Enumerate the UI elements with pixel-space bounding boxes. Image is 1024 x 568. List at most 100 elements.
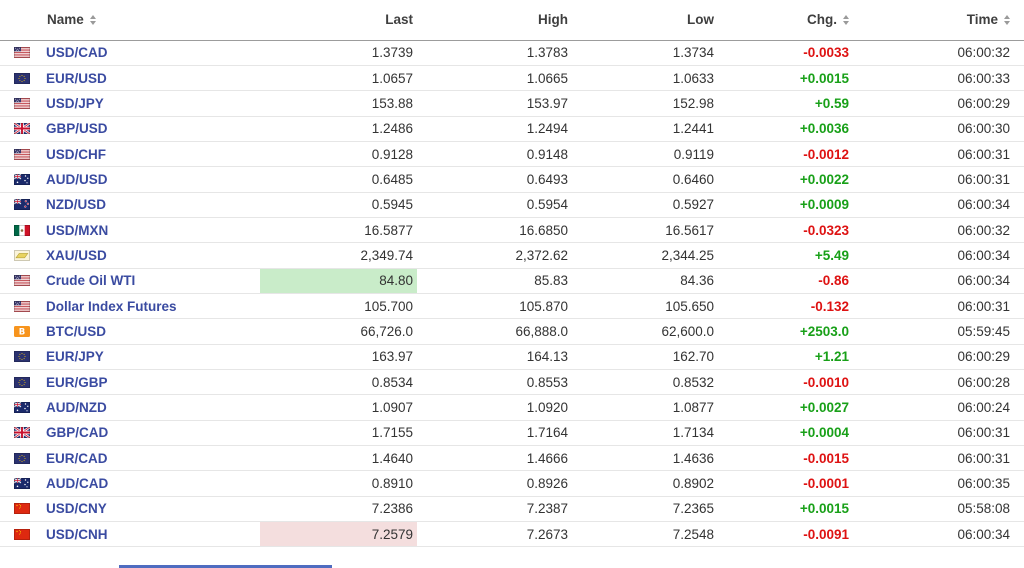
low-cell: 62,600.0 — [572, 318, 718, 345]
change-cell: -0.0033 — [718, 40, 853, 66]
column-header-last: Last — [260, 0, 417, 41]
pair-link[interactable]: USD/JPY — [46, 95, 104, 111]
quote-row: NZD/USD 0.5945 0.5954 0.5927 +0.0009 06:00:34 — [0, 192, 1024, 218]
high-cell: 105.870 — [417, 293, 572, 320]
quote-row: EUR/GBP 0.8534 0.8553 0.8532 -0.0010 06:00:28 — [0, 369, 1024, 396]
time-cell: 06:00:34 — [853, 268, 1024, 294]
low-cell: 0.6460 — [572, 166, 718, 193]
change-cell: -0.0001 — [718, 470, 853, 497]
nz-flag-icon — [14, 199, 30, 211]
name-cell: USD/JPY — [0, 90, 260, 117]
name-cell: GBP/USD — [0, 116, 260, 142]
name-cell: Crude Oil WTI — [0, 268, 260, 294]
pair-link[interactable]: USD/CNH — [46, 526, 108, 542]
low-cell: 162.70 — [572, 344, 718, 370]
high-cell: 1.0920 — [417, 394, 572, 421]
low-cell: 1.2441 — [572, 116, 718, 142]
time-cell: 06:00:33 — [853, 65, 1024, 92]
quote-row: XAU/USD 2,349.74 2,372.62 2,344.25 +5.49 06:0… — [0, 242, 1024, 269]
pair-link[interactable]: EUR/GBP — [46, 374, 108, 390]
sort-icon — [89, 14, 96, 25]
pair-link[interactable]: AUD/CAD — [46, 476, 109, 492]
time-cell: 06:00:34 — [853, 242, 1024, 269]
name-cell: USD/CNY — [0, 496, 260, 523]
pair-link[interactable]: NZD/USD — [46, 197, 106, 213]
au-flag-icon — [14, 478, 30, 490]
eu-flag-icon — [14, 351, 30, 363]
name-cell: EUR/JPY — [0, 344, 260, 370]
us-flag-icon — [14, 275, 30, 287]
pair-link[interactable]: USD/MXN — [46, 222, 109, 238]
pair-link[interactable]: EUR/JPY — [46, 349, 104, 365]
name-cell: USD/CAD — [0, 40, 260, 66]
name-cell: B BTC/USD — [0, 318, 260, 345]
low-cell: 2,344.25 — [572, 242, 718, 269]
time-cell: 06:00:31 — [853, 420, 1024, 447]
change-cell: +0.0015 — [718, 65, 853, 92]
last-cell: 1.4640 — [260, 445, 417, 472]
name-cell: EUR/USD — [0, 65, 260, 92]
name-cell: XAU/USD — [0, 242, 260, 269]
name-cell: EUR/GBP — [0, 369, 260, 396]
cn-flag-icon — [14, 528, 30, 540]
sort-icon — [843, 14, 849, 25]
high-cell: 1.4666 — [417, 445, 572, 472]
time-cell: 06:00:35 — [853, 470, 1024, 497]
pair-link[interactable]: AUD/NZD — [46, 399, 107, 415]
quote-row: USD/CAD 1.3739 1.3783 1.3734 -0.0033 06:00:32 — [0, 40, 1024, 66]
change-cell: -0.86 — [718, 268, 853, 294]
column-header-high: High — [417, 0, 572, 41]
pair-link[interactable]: BTC/USD — [46, 323, 106, 339]
column-header-chg[interactable]: Chg. — [718, 0, 853, 41]
name-cell: AUD/USD — [0, 166, 260, 193]
high-cell: 85.83 — [417, 268, 572, 294]
change-cell: +0.0004 — [718, 420, 853, 447]
pair-link[interactable]: GBP/CAD — [46, 425, 109, 441]
cn-flag-icon — [14, 503, 30, 515]
high-cell: 164.13 — [417, 344, 572, 370]
pair-link[interactable]: USD/CNY — [46, 501, 107, 517]
pair-link[interactable]: EUR/USD — [46, 70, 107, 86]
column-header-name-label: Name — [47, 12, 84, 28]
cropped-blue-bar — [119, 565, 332, 568]
pair-link[interactable]: USD/CHF — [46, 146, 106, 162]
quote-row: GBP/CAD 1.7155 1.7164 1.7134 +0.0004 06:00:31 — [0, 420, 1024, 447]
name-cell: Dollar Index Futures — [0, 293, 260, 320]
change-cell: +0.0027 — [718, 394, 853, 421]
pair-link[interactable]: GBP/USD — [46, 121, 108, 137]
time-cell: 06:00:31 — [853, 293, 1024, 320]
high-cell: 2,372.62 — [417, 242, 572, 269]
time-cell: 06:00:29 — [853, 90, 1024, 117]
pair-link[interactable]: AUD/USD — [46, 171, 108, 187]
column-header-time-label: Time — [966, 12, 998, 28]
pair-link[interactable]: XAU/USD — [46, 247, 107, 263]
time-cell: 06:00:24 — [853, 394, 1024, 421]
high-cell: 0.9148 — [417, 141, 572, 168]
change-cell: -0.132 — [718, 293, 853, 320]
us-flag-icon — [14, 97, 30, 109]
uk-flag-icon — [14, 427, 30, 439]
name-cell: EUR/CAD — [0, 445, 260, 472]
name-cell: NZD/USD — [0, 192, 260, 218]
column-header-time[interactable]: Time — [853, 0, 1024, 41]
quote-row: EUR/USD 1.0657 1.0665 1.0633 +0.0015 06:00:33 — [0, 65, 1024, 92]
change-cell: -0.0010 — [718, 369, 853, 396]
low-cell: 1.7134 — [572, 420, 718, 447]
quote-row: Dollar Index Futures 105.700 105.870 105.65… — [0, 293, 1024, 320]
quotes-table: Name Last High Low Chg. Time USD/CAD 1.37… — [0, 0, 1024, 548]
quote-row: USD/MXN 16.5877 16.6850 16.5617 -0.0323 06:00… — [0, 217, 1024, 244]
time-cell: 06:00:28 — [853, 369, 1024, 396]
quote-row: USD/CNH 7.2579 7.2673 7.2548 -0.0091 06:00:34 — [0, 521, 1024, 548]
pair-link[interactable]: Dollar Index Futures — [46, 298, 177, 314]
table-header: Name Last High Low Chg. Time — [0, 0, 1024, 41]
pair-link[interactable]: Crude Oil WTI — [46, 273, 136, 289]
quote-row: B BTC/USD 66,726.0 66,888.0 62,600.0 +2503.0 0… — [0, 318, 1024, 345]
change-cell: -0.0091 — [718, 521, 853, 548]
column-header-chg-label: Chg. — [807, 12, 837, 28]
column-header-name[interactable]: Name — [0, 0, 260, 41]
time-cell: 05:59:45 — [853, 318, 1024, 345]
high-cell: 0.5954 — [417, 192, 572, 218]
last-cell: 66,726.0 — [260, 318, 417, 345]
pair-link[interactable]: EUR/CAD — [46, 450, 108, 466]
pair-link[interactable]: USD/CAD — [46, 45, 108, 61]
